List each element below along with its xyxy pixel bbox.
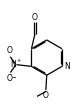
Text: −: − [11, 74, 16, 79]
Text: +: + [16, 58, 20, 63]
Text: O: O [6, 46, 12, 55]
Text: N: N [10, 60, 16, 69]
Text: O: O [6, 74, 12, 83]
Text: O: O [43, 91, 49, 100]
Text: N: N [64, 62, 70, 71]
Text: O: O [32, 13, 38, 22]
